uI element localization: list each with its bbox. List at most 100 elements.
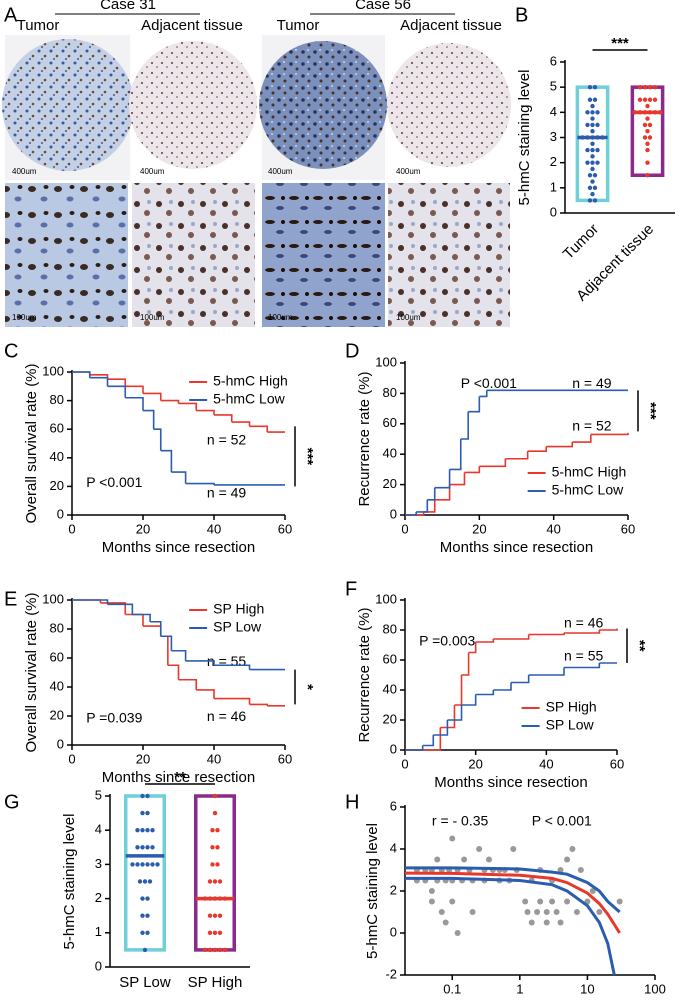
x-axis-label: Months since resection [440,539,593,556]
data-point [557,867,564,873]
km-step [143,392,162,401]
column-label: Adjacent tissue [400,17,502,34]
data-point [461,856,468,863]
km-step [89,376,109,387]
km-step [505,451,529,460]
km-step [493,634,530,640]
data-point [585,147,590,153]
data-point [210,862,215,867]
km-step [427,487,436,501]
y-tick-label: 60 [50,649,64,664]
x-tick-label: 20 [136,751,150,766]
column-label: Adjacent tissue [141,17,243,34]
km-step [460,411,469,440]
km-step [214,664,251,670]
data-point [590,191,595,197]
km-step [468,642,477,654]
data-point [587,84,593,90]
data-point [140,896,145,901]
scale-bar: 400um [396,167,421,176]
y-axis-label: Recurrence rate (%) [356,371,373,506]
km-step [422,735,435,747]
data-point [585,110,590,115]
data-point [207,913,213,918]
panel-label: B [515,4,528,26]
data-point [647,135,653,140]
data-point [210,845,215,850]
x-axis-label: Months since resection [434,774,587,791]
data-point [642,122,648,128]
y-axis-label: Overall survival rate (%) [23,363,40,523]
km-step [160,399,180,404]
x-tick-label: SP Low [119,974,171,991]
annotation: n = 49 [207,484,247,500]
data-point [212,810,218,816]
km-step [178,402,198,411]
km-step [475,690,495,696]
data-point [637,84,643,90]
data-point [592,97,598,102]
data-point [553,909,560,915]
data-point [573,909,580,915]
micrograph [262,183,385,327]
data-point [596,909,603,915]
data-point [587,173,593,178]
data-point [590,122,595,128]
km-step [125,613,144,627]
y-tick-label: 0 [95,958,102,973]
y-tick-label: 100 [375,591,397,606]
data-point [642,97,648,102]
km-step [423,499,436,513]
annotation: P <0.001 [86,474,142,490]
km-step [125,396,144,411]
data-point [212,879,218,884]
scale-bar: 400um [140,167,165,176]
legend-label: SP High [213,601,264,617]
y-axis-label: 5-hmC staining level [61,814,78,950]
data-point [577,867,584,873]
x-tick-label: 40 [207,521,221,536]
data-point [150,862,155,867]
x-tick-label: SP High [188,974,243,991]
case-label: Case 56 [355,0,411,13]
data-point [590,110,595,115]
km-step [528,633,565,636]
km-step [196,409,215,415]
data-point [145,793,150,799]
y-axis-label: Recurrence rate (%) [356,607,373,742]
km-step [461,652,470,676]
x-tick-label: 40 [207,751,221,766]
annotation: n = 46 [207,708,247,724]
data-point [140,930,145,935]
data-point [434,856,441,863]
x-tick-label: 100 [644,981,666,996]
km-step [185,660,215,666]
y-tick-label: 80 [383,621,397,636]
km-step [511,675,530,684]
panel-label: A [4,4,18,26]
data-point [652,84,658,90]
annotation: n = 49 [572,375,612,391]
y-axis-label: 5-hmC staining level [364,823,381,959]
km-step [479,390,488,398]
y-tick-label: 0 [390,506,397,521]
y-tick-label: 20 [383,711,397,726]
data-point [215,828,220,833]
data-point [595,147,600,153]
km-step [493,682,512,691]
data-point [210,828,215,833]
y-tick-label: 4 [390,840,397,855]
data-point [590,103,595,109]
significance: *** [299,448,316,466]
km-step [160,635,173,651]
data-point [145,930,150,935]
km-step [564,663,601,669]
km-step [405,511,417,516]
data-point [202,947,208,953]
panel-label: E [4,588,17,610]
data-point [537,898,544,905]
km-step [171,649,187,661]
data-point [222,947,228,953]
data-point [150,828,155,833]
scale-bar: 100um [268,313,293,322]
